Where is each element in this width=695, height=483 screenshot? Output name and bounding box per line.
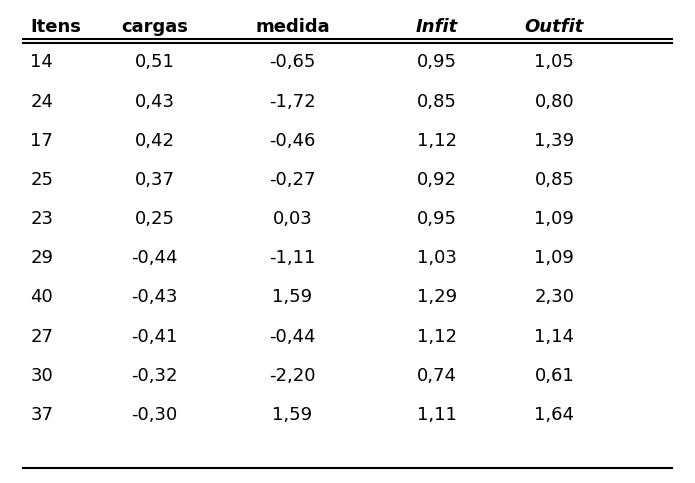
Text: 1,59: 1,59: [272, 406, 313, 424]
Text: 0,51: 0,51: [135, 54, 174, 71]
Text: 25: 25: [31, 171, 54, 189]
Text: 30: 30: [31, 367, 53, 384]
Text: 24: 24: [31, 93, 54, 111]
Text: 40: 40: [31, 288, 53, 306]
Text: 17: 17: [31, 132, 54, 150]
Text: -1,11: -1,11: [269, 249, 316, 267]
Text: 0,25: 0,25: [134, 210, 174, 228]
Text: 23: 23: [31, 210, 54, 228]
Text: 0,61: 0,61: [534, 367, 574, 384]
Text: 1,11: 1,11: [417, 406, 457, 424]
Text: 0,74: 0,74: [417, 367, 457, 384]
Text: 1,05: 1,05: [534, 54, 574, 71]
Text: -0,41: -0,41: [131, 327, 178, 345]
Text: Itens: Itens: [31, 18, 81, 36]
Text: -2,20: -2,20: [269, 367, 316, 384]
Text: -0,27: -0,27: [269, 171, 316, 189]
Text: -0,44: -0,44: [131, 249, 178, 267]
Text: 0,80: 0,80: [534, 93, 574, 111]
Text: 27: 27: [31, 327, 54, 345]
Text: 0,03: 0,03: [272, 210, 312, 228]
Text: 1,09: 1,09: [534, 210, 574, 228]
Text: -0,44: -0,44: [269, 327, 316, 345]
Text: 1,64: 1,64: [534, 406, 574, 424]
Text: 2,30: 2,30: [534, 288, 574, 306]
Text: 1,09: 1,09: [534, 249, 574, 267]
Text: 1,14: 1,14: [534, 327, 574, 345]
Text: Infit: Infit: [416, 18, 458, 36]
Text: 0,85: 0,85: [417, 93, 457, 111]
Text: 14: 14: [31, 54, 54, 71]
Text: -0,32: -0,32: [131, 367, 178, 384]
Text: 0,92: 0,92: [417, 171, 457, 189]
Text: 0,37: 0,37: [134, 171, 174, 189]
Text: -0,65: -0,65: [269, 54, 316, 71]
Text: medida: medida: [255, 18, 329, 36]
Text: -0,30: -0,30: [131, 406, 178, 424]
Text: 0,95: 0,95: [417, 54, 457, 71]
Text: -1,72: -1,72: [269, 93, 316, 111]
Text: 0,43: 0,43: [134, 93, 174, 111]
Text: 1,29: 1,29: [417, 288, 457, 306]
Text: 1,12: 1,12: [417, 132, 457, 150]
Text: 0,95: 0,95: [417, 210, 457, 228]
Text: 1,03: 1,03: [417, 249, 457, 267]
Text: 37: 37: [31, 406, 54, 424]
Text: 1,59: 1,59: [272, 288, 313, 306]
Text: 0,42: 0,42: [134, 132, 174, 150]
Text: 0,85: 0,85: [534, 171, 574, 189]
Text: -0,46: -0,46: [269, 132, 316, 150]
Text: 1,12: 1,12: [417, 327, 457, 345]
Text: 1,39: 1,39: [534, 132, 574, 150]
Text: Outfit: Outfit: [525, 18, 584, 36]
Text: 29: 29: [31, 249, 54, 267]
Text: cargas: cargas: [121, 18, 188, 36]
Text: -0,43: -0,43: [131, 288, 178, 306]
